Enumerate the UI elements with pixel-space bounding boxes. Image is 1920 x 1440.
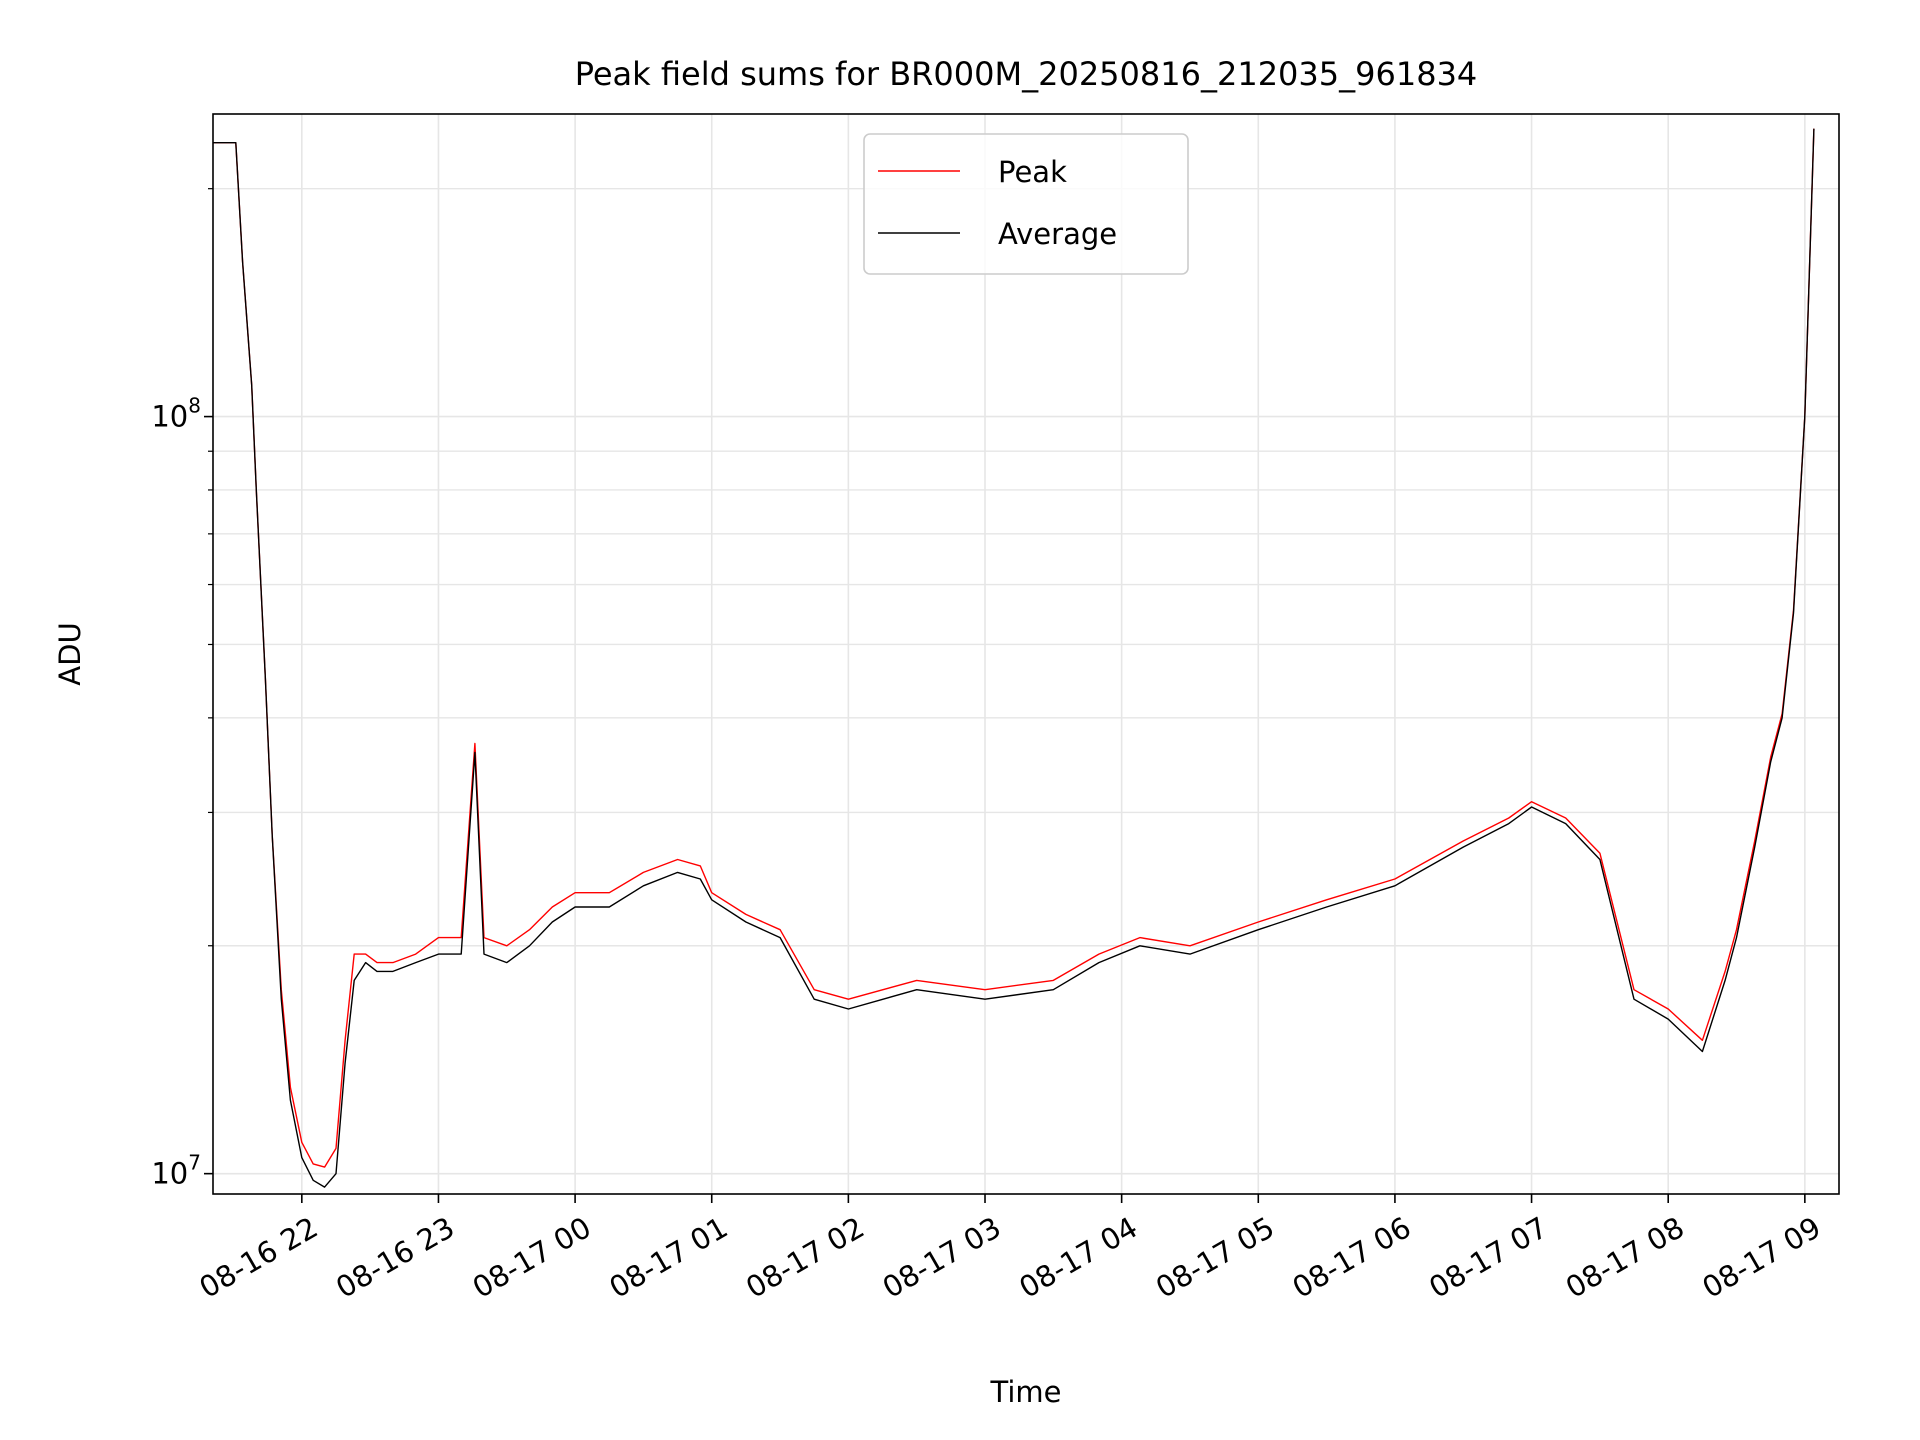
legend: Peak Average bbox=[863, 133, 1189, 275]
legend-box bbox=[863, 133, 1189, 275]
y-axis-label: ADU bbox=[53, 622, 87, 685]
legend-label-average: Average bbox=[998, 217, 1117, 251]
y-tick-label: 108 bbox=[151, 394, 201, 434]
chart-title: Peak field sums for BR000M_20250816_2120… bbox=[575, 55, 1478, 93]
x-axis-label: Time bbox=[990, 1375, 1062, 1409]
series-line-peak bbox=[213, 128, 1815, 1168]
y-tick-label: 107 bbox=[151, 1151, 201, 1191]
data-layer bbox=[213, 128, 1815, 1188]
series-line-average bbox=[213, 128, 1815, 1188]
legend-label-peak: Peak bbox=[998, 155, 1067, 189]
grid bbox=[213, 114, 1839, 1194]
plot-frame bbox=[212, 113, 1840, 1195]
